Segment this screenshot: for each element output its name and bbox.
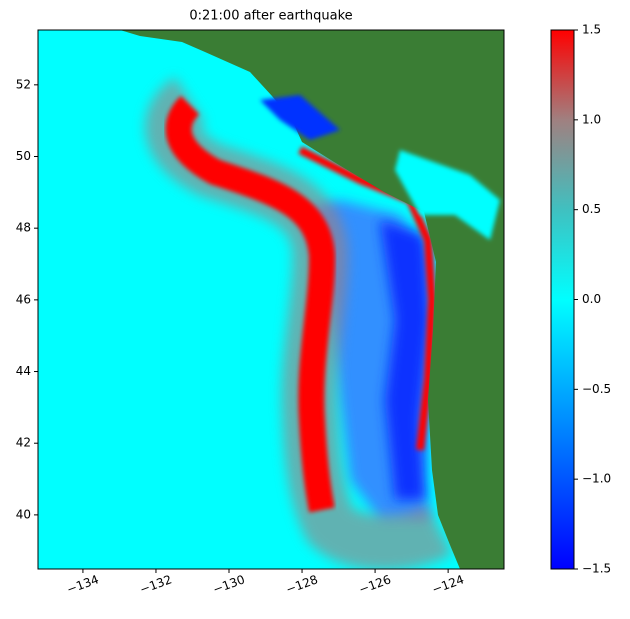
x-tick-label: −124 — [430, 572, 466, 596]
colorbar-tick-label: −1.0 — [582, 472, 611, 486]
y-tick-label: 44 — [16, 364, 31, 378]
trough — [380, 220, 430, 500]
colorbar-tick-label: 0.5 — [582, 202, 601, 216]
crest — [165, 95, 336, 513]
y-tick-label: 42 — [16, 436, 31, 450]
x-tick-label: −126 — [357, 572, 393, 596]
colorbar — [550, 29, 575, 570]
colorbar-tick-label: 1.0 — [582, 112, 601, 126]
strait — [260, 95, 340, 140]
x-tick-label: −128 — [284, 572, 320, 596]
y-tick-label: 48 — [16, 221, 31, 235]
chart-title: 0:21:00 after earthquake — [189, 9, 352, 24]
y-tick-label: 52 — [16, 77, 31, 91]
x-tick-label: −134 — [65, 572, 101, 596]
y-tick-label: 50 — [16, 149, 31, 163]
y-tick-label: 46 — [16, 292, 31, 306]
colorbar-tick-label: 0.0 — [582, 292, 601, 306]
colorbar-tick-label: −1.5 — [582, 562, 611, 576]
inland-sea — [395, 150, 500, 240]
y-tick-label: 40 — [16, 507, 31, 521]
field — [38, 30, 504, 569]
colorbar-tick-label: −0.5 — [582, 382, 611, 396]
colorbar-tick-label: 1.5 — [582, 23, 601, 37]
coastal-crest — [298, 146, 437, 451]
x-tick-label: −132 — [138, 572, 174, 596]
x-tick-label: −130 — [211, 572, 247, 596]
